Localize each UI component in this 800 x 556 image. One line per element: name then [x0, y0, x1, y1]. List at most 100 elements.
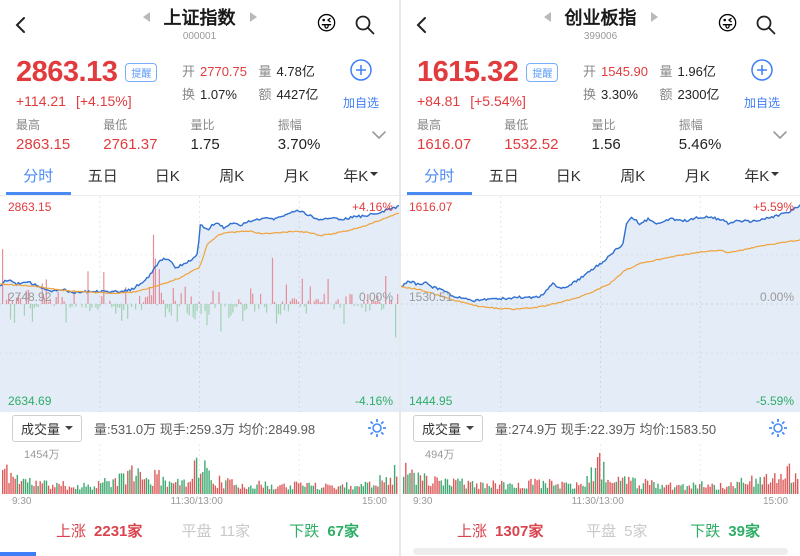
time-axis: 9:30 11:30/13:00 15:00 [413, 496, 788, 507]
panel-chinext-index: 创业板指 399006 😜 1615.32 提醒 +84.81 [+5.54%] [401, 0, 800, 556]
add-watchlist-label: 加自选 [342, 96, 379, 110]
stat-volume-ratio: 量比 1.75 [190, 118, 220, 153]
plus-circle-icon [751, 59, 773, 81]
volume-toolbar: 成交量 量:531.0万 现手:259.3万 均价:2849.98 [0, 412, 399, 444]
unchanged-count: 平盘 5家 [586, 522, 648, 540]
panel-shanghai-index: 上证指数 000001 😜 2863.13 提醒 +114.21 [+4.15%] [0, 0, 399, 556]
quote-stats-grid: 开 2770.75 量 4.78亿 换 1.07% 额 4427亿 [176, 56, 335, 110]
tab-weekly-k[interactable]: 周K [620, 168, 646, 185]
current-price: 1615.32 [417, 56, 519, 88]
caret-down-icon [466, 426, 475, 434]
alert-badge[interactable]: 提醒 [125, 63, 158, 82]
intraday-price-chart[interactable]: 2863.15 2748.92 2634.69 +4.16% 0.00% -4.… [0, 196, 399, 412]
tab-5day[interactable]: 五日 [488, 168, 519, 185]
search-icon[interactable] [754, 13, 778, 37]
stat-high: 最高 1616.07 [417, 118, 472, 153]
stock-code: 000001 [182, 31, 217, 42]
settings-gear-icon[interactable] [367, 418, 387, 438]
tab-yearly-k[interactable]: 年K [329, 160, 394, 195]
market-breadth-row: 上涨 2231家 平盘 11家 下跌 67家 [0, 510, 399, 550]
advancers-count: 上涨 1307家 [457, 522, 544, 540]
page-title: 创业板指 [564, 8, 637, 28]
current-price: 2863.13 [16, 56, 118, 88]
stat-low: 最低 1532.52 [504, 118, 559, 153]
activity-emoji-icon[interactable]: 😜 [316, 13, 337, 35]
stat-amount: 额 4427亿 [258, 87, 319, 102]
tab-yearly-k[interactable]: 年K [730, 160, 795, 195]
volume-toolbar: 成交量 量:274.9万 现手:22.39万 均价:1583.50 [401, 412, 800, 444]
stock-code: 399006 [583, 31, 618, 42]
header-title-block: 创业板指 399006 [401, 4, 800, 42]
alert-badge[interactable]: 提醒 [526, 63, 559, 82]
back-icon[interactable] [10, 13, 34, 37]
price-change: +84.81 [+5.54%] [417, 93, 526, 109]
caret-down-icon [370, 172, 379, 180]
decliners-count: 下跌 39家 [690, 522, 760, 540]
tab-monthly-k[interactable]: 月K [684, 168, 710, 185]
tab-daily-k[interactable]: 日K [154, 168, 180, 185]
indicator-selector[interactable]: 成交量 [12, 414, 83, 442]
tab-5day[interactable]: 五日 [87, 168, 118, 185]
quote-block: 2863.13 提醒 +114.21 [+4.15%] 开 2770.75 量 4.7… [0, 50, 399, 112]
chart-period-tabs: 分时 五日 日K 周K 月K 年K [0, 160, 399, 196]
secondary-stats-row: 最高 2863.15 最低 2761.37 量比 1.75 振幅 3.70% [0, 112, 399, 160]
stat-low: 最低 2761.37 [103, 118, 158, 153]
add-watchlist-button[interactable]: 加自选 [736, 56, 788, 110]
stat-open: 开 1545.90 [583, 64, 649, 79]
tab-intraday[interactable]: 分时 [6, 160, 71, 195]
stat-amount: 额 2300亿 [659, 87, 720, 102]
prev-stock-icon[interactable] [543, 12, 551, 22]
ratio-bar-fragment [0, 552, 36, 556]
next-stock-icon[interactable] [249, 12, 257, 22]
expand-chevron-icon[interactable] [772, 130, 788, 140]
page-title: 上证指数 [163, 8, 236, 28]
chart-period-tabs: 分时 五日 日K 周K 月K 年K [401, 160, 800, 196]
indicator-selector[interactable]: 成交量 [413, 414, 484, 442]
expand-chevron-icon[interactable] [371, 130, 387, 140]
quote-block: 1615.32 提醒 +84.81 [+5.54%] 开 1545.90 量 1.96… [401, 50, 800, 112]
add-watchlist-button[interactable]: 加自选 [335, 56, 387, 110]
back-icon[interactable] [411, 13, 435, 37]
unchanged-count: 平盘 11家 [181, 522, 251, 540]
activity-emoji-icon[interactable]: 😜 [717, 13, 738, 35]
volume-stats-text: 量:274.9万 现手:22.39万 均价:1583.50 [495, 421, 717, 437]
gesture-handle-bar [413, 548, 788, 555]
stat-turnover: 换 3.30% [583, 87, 638, 102]
quote-stats-grid: 开 1545.90 量 1.96亿 换 3.30% 额 2300亿 [577, 56, 736, 110]
market-breadth-row: 上涨 1307家 平盘 5家 下跌 39家 [401, 510, 800, 550]
tab-daily-k[interactable]: 日K [555, 168, 581, 185]
intraday-price-chart[interactable]: 1616.07 1530.51 1444.95 +5.59% 0.00% -5.… [401, 196, 800, 412]
time-axis: 9:30 11:30/13:00 15:00 [12, 496, 387, 507]
advancers-count: 上涨 2231家 [56, 522, 143, 540]
caret-down-icon [771, 172, 780, 180]
tab-monthly-k[interactable]: 月K [283, 168, 309, 185]
stat-high: 最高 2863.15 [16, 118, 71, 153]
caret-down-icon [65, 426, 74, 434]
panel-divider [399, 0, 401, 556]
volume-chart[interactable]: 494万 [401, 444, 800, 494]
tab-intraday[interactable]: 分时 [407, 160, 472, 195]
prev-stock-icon[interactable] [142, 12, 150, 22]
volume-chart[interactable]: 1454万 [0, 444, 399, 494]
stat-turnover: 换 1.07% [182, 87, 237, 102]
settings-gear-icon[interactable] [768, 418, 788, 438]
add-watchlist-label: 加自选 [743, 96, 780, 110]
tab-weekly-k[interactable]: 周K [219, 168, 245, 185]
stat-volume: 量 1.96亿 [659, 64, 716, 79]
stat-open: 开 2770.75 [182, 64, 248, 79]
volume-stats-text: 量:531.0万 现手:259.3万 均价:2849.98 [94, 421, 316, 437]
header: 创业板指 399006 😜 [401, 0, 800, 50]
plus-circle-icon [350, 59, 372, 81]
stat-amplitude: 振幅 3.70% [277, 118, 321, 153]
header: 上证指数 000001 😜 [0, 0, 399, 50]
secondary-stats-row: 最高 1616.07 最低 1532.52 量比 1.56 振幅 5.46% [401, 112, 800, 160]
decliners-count: 下跌 67家 [289, 522, 359, 540]
stat-volume: 量 4.78亿 [258, 64, 315, 79]
search-icon[interactable] [353, 13, 377, 37]
header-title-block: 上证指数 000001 [0, 4, 399, 42]
stat-amplitude: 振幅 5.46% [678, 118, 722, 153]
price-change: +114.21 [+4.15%] [16, 93, 132, 109]
stat-volume-ratio: 量比 1.56 [591, 118, 621, 153]
next-stock-icon[interactable] [650, 12, 658, 22]
